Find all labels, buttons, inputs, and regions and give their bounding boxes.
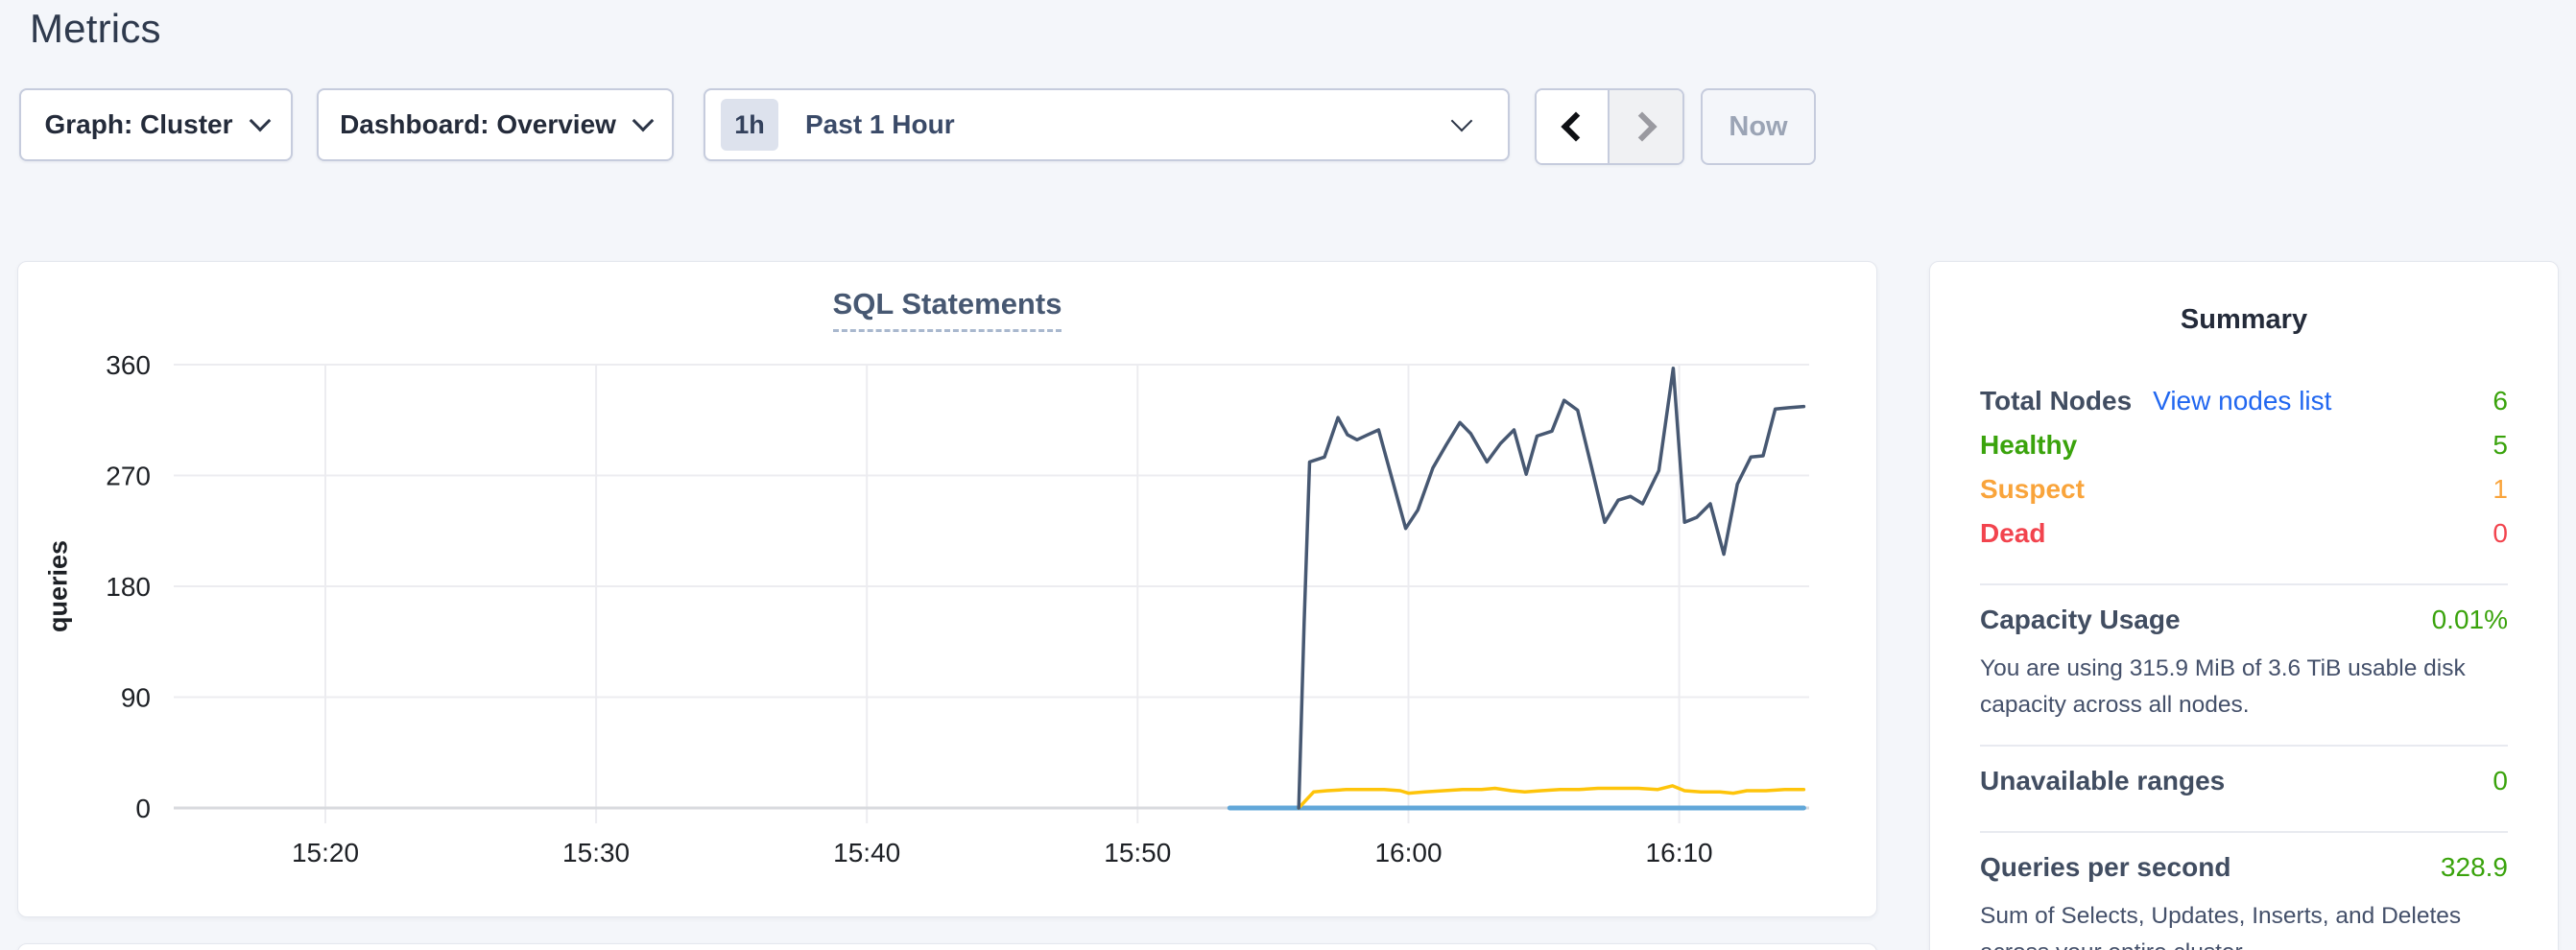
svg-text:0: 0 <box>135 794 151 823</box>
healthy-value: 5 <box>2493 430 2508 460</box>
svg-text:16:00: 16:00 <box>1374 838 1442 867</box>
chevron-down-icon <box>249 109 271 132</box>
svg-text:270: 270 <box>106 462 151 491</box>
unavailable-ranges-value: 0 <box>2493 766 2508 796</box>
unavailable-ranges-label: Unavailable ranges <box>1980 766 2226 796</box>
svg-text:180: 180 <box>106 572 151 602</box>
node-status-rows: Total Nodes View nodes list 6 Healthy 5 … <box>1980 386 2508 562</box>
time-range-badge: 1h <box>721 99 778 151</box>
sql-statements-chart-card: 15:20 15:30 15:40 15:50 16:00 16:10 0 90 180 270 3… <box>17 261 1877 917</box>
dead-value: 0 <box>2493 518 2508 548</box>
svg-text:15:30: 15:30 <box>562 838 630 867</box>
capacity-usage-label: Capacity Usage <box>1980 605 2181 634</box>
view-nodes-list-link[interactable]: View nodes list <box>2153 386 2332 416</box>
queries-per-second-value: 328.9 <box>2440 852 2508 882</box>
healthy-nodes-row: Healthy 5 <box>1980 430 2508 474</box>
svg-text:15:50: 15:50 <box>1104 838 1171 867</box>
now-button[interactable]: Now <box>1701 88 1816 165</box>
svg-text:15:40: 15:40 <box>833 838 900 867</box>
chart-title[interactable]: SQL Statements <box>832 287 1062 332</box>
svg-text:360: 360 <box>106 350 151 380</box>
suspect-nodes-row: Suspect 1 <box>1980 474 2508 518</box>
queries-per-second-label: Queries per second <box>1980 852 2231 882</box>
chart-plot[interactable]: 15:20 15:30 15:40 15:50 16:00 16:10 0 90 180 270 3… <box>18 262 1878 918</box>
dead-nodes-row: Dead 0 <box>1980 518 2508 562</box>
graph-dropdown-label: Graph: Cluster <box>44 109 233 139</box>
svg-text:16:10: 16:10 <box>1646 838 1713 867</box>
capacity-usage-value: 0.01% <box>2431 605 2508 634</box>
dashboard-dropdown-label: Dashboard: Overview <box>340 109 616 139</box>
healthy-label: Healthy <box>1980 430 2078 460</box>
unavailable-ranges-section: Unavailable ranges 0 <box>1980 766 2508 810</box>
controls-bar: Graph: Cluster Dashboard: Overview 1h Pa… <box>0 88 2576 165</box>
chevron-right-icon <box>1627 111 1658 142</box>
chevron-down-icon <box>1450 109 1473 132</box>
summary-title: Summary <box>2180 304 2308 335</box>
queries-per-second-section: Queries per second 328.9 Sum of Selects,… <box>1980 852 2508 950</box>
dashboard-dropdown[interactable]: Dashboard: Overview <box>317 88 674 161</box>
total-nodes-row: Total Nodes View nodes list 6 <box>1980 386 2508 430</box>
divider <box>1980 831 2508 833</box>
divider <box>1980 745 2508 747</box>
suspect-label: Suspect <box>1980 474 2085 504</box>
chevron-left-icon <box>1561 111 1591 142</box>
time-step-buttons <box>1535 88 1684 165</box>
page-title: Metrics <box>30 6 161 51</box>
time-range-label: Past 1 Hour <box>805 109 955 139</box>
suspect-value: 1 <box>2493 474 2508 504</box>
svg-text:15:20: 15:20 <box>292 838 359 867</box>
total-nodes-value: 6 <box>2493 386 2508 416</box>
chart-title-wrap: SQL Statements <box>18 287 1876 332</box>
divider <box>1980 583 2508 585</box>
chart-y-axis-label: queries <box>43 539 73 633</box>
total-nodes-label: Total Nodes <box>1980 386 2133 416</box>
next-chart-card-partial <box>17 943 1877 950</box>
dead-label: Dead <box>1980 518 2046 548</box>
step-forward-button[interactable] <box>1610 90 1682 163</box>
svg-text:90: 90 <box>121 683 151 713</box>
capacity-usage-section: Capacity Usage 0.01% You are using 315.9… <box>1980 605 2508 724</box>
queries-per-second-description: Sum of Selects, Updates, Inserts, and De… <box>1980 903 2462 950</box>
step-back-button[interactable] <box>1537 90 1610 163</box>
summary-panel: Summary Total Nodes View nodes list 6 He… <box>1929 261 2559 950</box>
time-range-selector[interactable]: 1h Past 1 Hour <box>704 88 1510 161</box>
graph-dropdown[interactable]: Graph: Cluster <box>19 88 293 161</box>
chevron-down-icon <box>632 109 655 132</box>
capacity-usage-description: You are using 315.9 MiB of 3.6 TiB usabl… <box>1980 655 2466 718</box>
